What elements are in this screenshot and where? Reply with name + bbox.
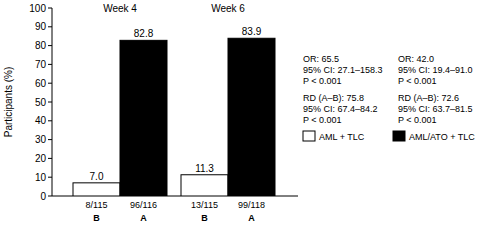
data-label: 7.0 — [90, 171, 104, 182]
y-tick — [48, 158, 52, 159]
annotation: P < 0.001 — [398, 115, 437, 125]
annotation: 95% CI: 63.7–81.5 — [398, 104, 473, 114]
legend-label: AML + TLC — [319, 132, 365, 142]
bar — [181, 175, 228, 196]
page: {"chart_data": {"type": "bar", "ylabel":… — [0, 0, 500, 227]
y-tick-label: 20 — [35, 153, 47, 164]
bar — [228, 38, 275, 196]
y-tick — [48, 196, 52, 197]
data-label: 82.8 — [134, 28, 154, 39]
annotation: P < 0.001 — [303, 115, 342, 125]
annotation: RD (A–B): 72.6 — [398, 93, 459, 103]
annotation: P < 0.001 — [303, 76, 342, 86]
count-label: 96/116 — [130, 200, 157, 210]
count-label: 99/118 — [238, 200, 265, 210]
legend-swatch — [393, 131, 405, 141]
annotation: OR: 65.5 — [303, 54, 339, 64]
y-tick — [48, 64, 52, 65]
y-tick-label: 30 — [35, 134, 47, 145]
bars — [73, 38, 275, 196]
y-tick — [48, 120, 52, 121]
legend-label: AML/ATO + TLC — [409, 132, 475, 142]
y-tick-label: 40 — [35, 115, 47, 126]
annotation: P < 0.001 — [398, 76, 437, 86]
group-label: B — [201, 213, 208, 223]
y-tick-label: 80 — [35, 40, 47, 51]
annotation: RD (A–B): 75.8 — [303, 93, 364, 103]
y-tick — [48, 177, 52, 178]
annotation: 95% CI: 19.4–91.0 — [398, 65, 473, 75]
group-label: B — [93, 213, 100, 223]
category-label: Week 4 — [103, 3, 137, 14]
data-label: 83.9 — [242, 26, 262, 37]
y-tick — [48, 139, 52, 140]
y-tick — [48, 102, 52, 103]
bar — [120, 40, 167, 196]
group-label: A — [248, 213, 255, 223]
data-label: 11.3 — [195, 163, 214, 174]
y-tick-label: 0 — [40, 191, 46, 202]
y-tick-label: 60 — [35, 78, 47, 89]
category-label: Week 6 — [211, 3, 245, 14]
count-label: 13/115 — [191, 200, 218, 210]
count-label: 8/115 — [86, 200, 108, 210]
bar — [73, 183, 120, 196]
legend-swatch — [303, 131, 315, 141]
annotation: 95% CI: 67.4–84.2 — [303, 104, 378, 114]
group-label: A — [140, 213, 147, 223]
y-axis-label: Participants (%) — [3, 67, 14, 138]
y-tick-label: 50 — [35, 97, 47, 108]
y-tick — [48, 8, 52, 9]
y-tick — [48, 83, 52, 84]
annotation: 95% CI: 27.1–158.3 — [303, 65, 383, 75]
y-axis — [52, 8, 53, 196]
y-tick-label: 10 — [35, 172, 47, 183]
y-tick-label: 100 — [29, 3, 46, 14]
y-tick — [48, 45, 52, 46]
annotation: OR: 42.0 — [398, 54, 434, 64]
y-tick — [48, 26, 52, 27]
y-tick-label: 70 — [35, 59, 47, 70]
chart: 0 10 20 30 40 50 60 70 80 90 100 Participants (%) We… — [0, 0, 500, 227]
y-tick-label: 90 — [35, 21, 47, 32]
